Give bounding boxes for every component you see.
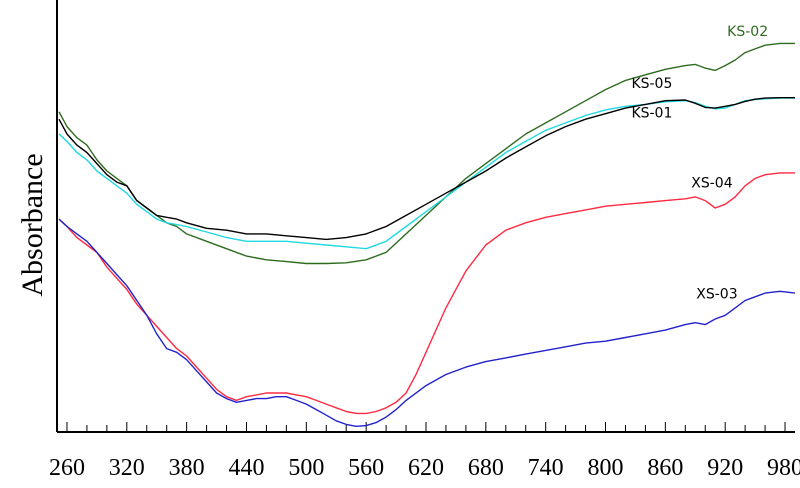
- series-line-ks-02: [58, 42, 795, 265]
- series-line-ks-05: [58, 97, 795, 250]
- x-tick-label: 980: [767, 455, 800, 481]
- x-tick-label: 920: [707, 455, 743, 481]
- x-tick-label: 500: [288, 455, 324, 481]
- x-tick-label: 860: [647, 455, 683, 481]
- series-label-ks-02: KS-02: [727, 24, 768, 40]
- series-line-xs-03: [58, 218, 796, 427]
- series-line-xs-04: [58, 172, 795, 415]
- series-label-xs-04: XS-04: [691, 176, 732, 192]
- x-tick-label: 620: [408, 455, 444, 481]
- series-label-ks-01: KS-01: [631, 105, 672, 121]
- series-line-ks-01: [58, 97, 795, 241]
- x-tick-label: 260: [49, 455, 85, 481]
- y-axis-label: Absorbance: [16, 153, 49, 296]
- x-tick-label: 320: [109, 455, 145, 481]
- series-label-xs-03: XS-03: [696, 287, 737, 303]
- x-tick-label: 800: [588, 455, 624, 481]
- x-tick-label: 380: [169, 455, 205, 481]
- series-label-ks-05: KS-05: [631, 76, 672, 92]
- x-tick-label: 440: [228, 455, 264, 481]
- x-tick-label: 560: [348, 455, 384, 481]
- x-tick-label: 680: [468, 455, 504, 481]
- x-tick-label: 740: [528, 455, 564, 481]
